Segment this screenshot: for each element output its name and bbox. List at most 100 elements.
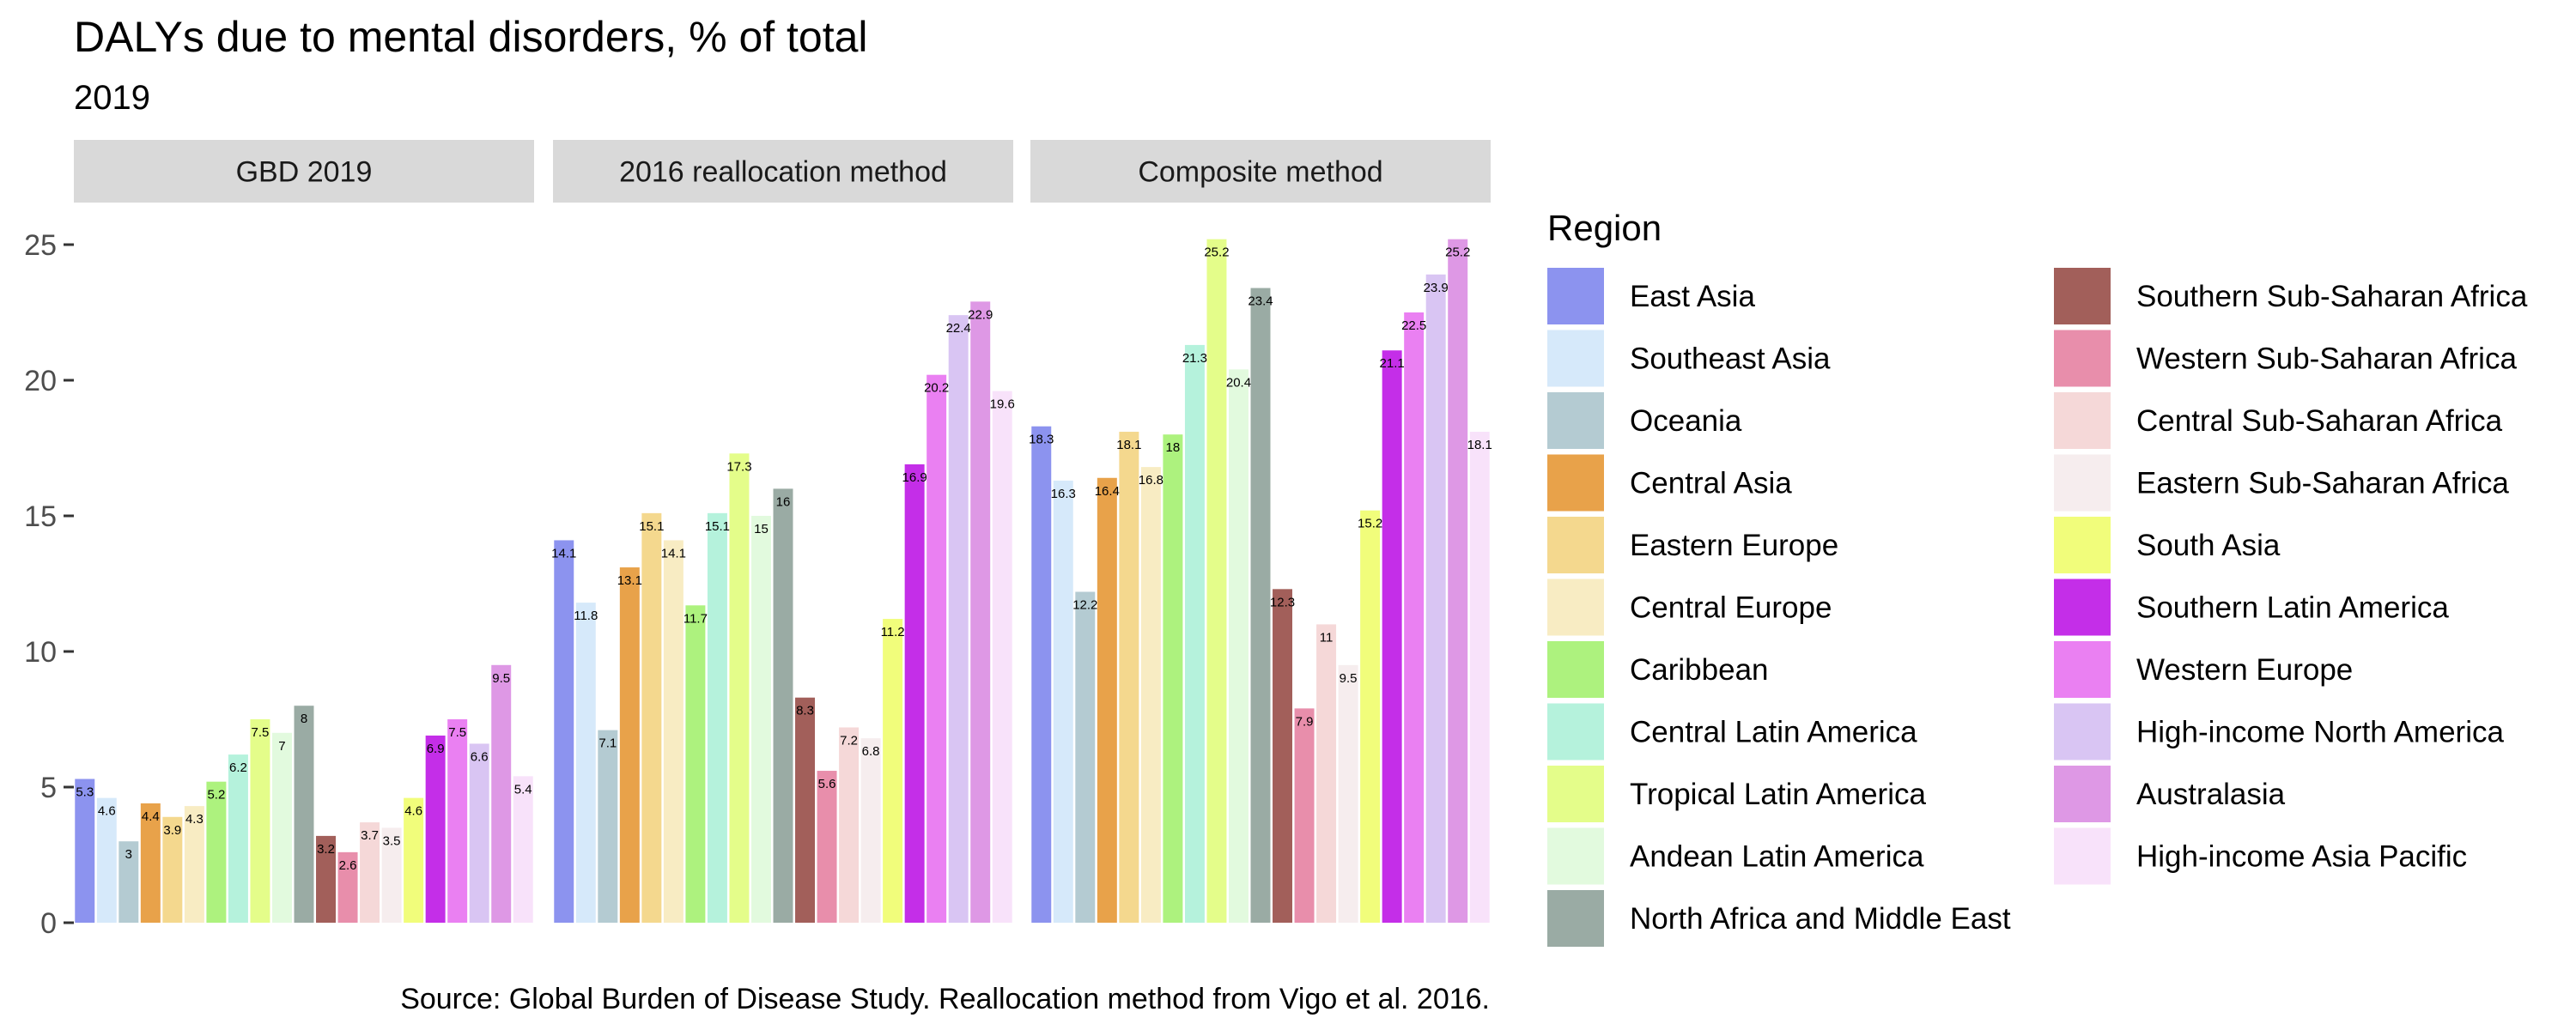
bar (948, 315, 969, 923)
legend-item: High-income Asia Pacific (2054, 827, 2467, 885)
legend-item: Eastern Sub-Saharan Africa (2054, 454, 2509, 512)
legend-swatch (1547, 579, 1604, 636)
data-label: 3.7 (361, 828, 379, 843)
legend-item: Oceania (1547, 392, 1742, 449)
legend-swatch (1547, 517, 1604, 573)
data-label: 5.3 (76, 785, 94, 800)
data-label: 7.5 (448, 725, 466, 740)
legend-swatch (1547, 392, 1604, 449)
legend-item: Southern Latin America (2054, 579, 2449, 636)
bar (184, 806, 204, 923)
legend-label: Western Sub-Saharan Africa (2136, 342, 2517, 376)
legend-swatch (2054, 579, 2111, 636)
legend-swatch (1547, 703, 1604, 760)
legend-item: Southeast Asia (1547, 330, 1831, 387)
legend-item: Western Europe (2054, 641, 2353, 698)
panels: GBD 2019 5.3 4.6 3 4.43.9 4.35.2 6.2 7.5 7 8 3.2 2.… (74, 140, 1492, 924)
y-tick-label: 20 (24, 365, 57, 397)
bar (1273, 589, 1293, 923)
chart-subtitle: 2019 (74, 79, 150, 117)
bar (1425, 274, 1446, 923)
bar (447, 719, 468, 923)
data-label: 17.3 (726, 459, 751, 474)
legend-swatch (2054, 268, 2111, 324)
bar (1053, 480, 1073, 923)
data-label: 6.2 (229, 760, 247, 775)
legend-label: Southeast Asia (1630, 342, 1831, 376)
bar (118, 841, 139, 923)
bar (729, 453, 750, 923)
data-label: 8 (301, 712, 307, 726)
data-label: 11.2 (881, 625, 905, 639)
data-label: 7.1 (598, 736, 617, 751)
legend-item: Southern Sub-Saharan Africa (2054, 268, 2528, 324)
data-label: 22.5 (1401, 318, 1426, 333)
panel-strip-label: 2016 reallocation method (619, 156, 947, 189)
bar (1163, 434, 1183, 923)
bar (140, 803, 161, 923)
bar (1184, 344, 1205, 923)
bar (1294, 708, 1315, 923)
legend-swatch (2054, 766, 2111, 822)
data-label: 23.9 (1424, 281, 1449, 295)
y-tick-label: 0 (40, 907, 57, 940)
data-label: 4.6 (404, 804, 422, 819)
legend-label: Central Asia (1630, 467, 1792, 500)
data-label: 9.5 (492, 671, 510, 686)
data-label: 15.2 (1358, 517, 1382, 531)
bar (75, 779, 95, 923)
bar (860, 738, 881, 923)
data-label: 7.5 (252, 725, 270, 740)
legend-swatch (1547, 827, 1604, 885)
data-label: 3.2 (317, 842, 335, 857)
legend-item: High-income North America (2054, 703, 2504, 760)
legend-swatch (1547, 890, 1604, 947)
bar (992, 391, 1012, 923)
bar (773, 488, 793, 923)
bar (1119, 432, 1139, 923)
bar (1338, 664, 1358, 923)
data-label: 11.7 (683, 611, 708, 626)
data-label: 16.9 (902, 470, 927, 485)
y-axis: 0 5 10 15 20 25 (24, 229, 74, 940)
bar (1250, 288, 1271, 923)
bar (1404, 312, 1425, 923)
data-label: 23.4 (1248, 294, 1273, 309)
bar (162, 816, 183, 923)
bar (619, 567, 640, 923)
legend-swatch (2054, 641, 2111, 698)
legend-item: Andean Latin America (1547, 827, 1924, 885)
legend-label: High-income Asia Pacific (2136, 840, 2467, 874)
legend-label: Central Europe (1630, 591, 1832, 625)
panel: Composite method 18.3 16.3 12.2 16.4 18.1 16.8… (1029, 140, 1492, 924)
data-label: 16.4 (1095, 484, 1120, 499)
legend-item: Caribbean (1547, 641, 1769, 698)
data-label: 13.1 (617, 573, 642, 588)
data-label: 19.6 (990, 397, 1015, 412)
legend-label: Tropical Latin America (1630, 778, 1926, 811)
bar (839, 727, 860, 923)
data-label: 12.3 (1270, 595, 1295, 609)
bar (337, 851, 358, 923)
data-label: 11.8 (574, 609, 598, 623)
data-label: 8.3 (796, 704, 814, 718)
data-label: 14.1 (661, 546, 686, 560)
legend-label: Oceania (1630, 404, 1742, 438)
bar (1228, 369, 1249, 923)
data-label: 15.1 (705, 519, 730, 534)
panel: 2016 reallocation method 14.1 11.8 7.1 13.1 1… (551, 140, 1015, 923)
bar (1075, 591, 1096, 923)
data-label: 6.9 (427, 742, 445, 756)
legend-item: Western Sub-Saharan Africa (2054, 330, 2517, 387)
data-label: 5.2 (207, 788, 225, 803)
legend-item: Tropical Latin America (1547, 766, 1926, 822)
legend-label: Andean Latin America (1630, 840, 1924, 874)
legend: Region East Asia Southeast Asia Oceania Cent… (1547, 208, 2528, 947)
bar (904, 464, 925, 923)
bar (1097, 477, 1117, 923)
data-label: 4.4 (142, 809, 160, 824)
legend-swatch (2054, 454, 2111, 512)
data-label: 14.1 (551, 546, 576, 560)
data-label: 22.9 (968, 307, 993, 322)
bar (883, 619, 903, 923)
